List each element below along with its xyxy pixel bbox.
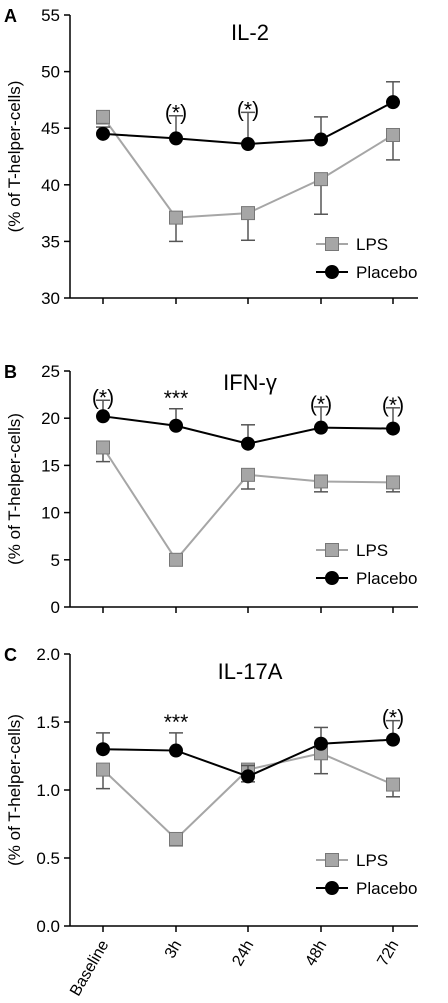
significance-annotation: (*) — [165, 102, 187, 125]
data-point-lps — [241, 467, 255, 482]
y-axis-label: (% of T-helper-cells) — [5, 714, 24, 866]
legend-label: LPS — [356, 235, 388, 254]
data-point-placebo — [169, 743, 183, 758]
y-tick-label: 0 — [51, 598, 60, 617]
legend-marker-placebo — [325, 265, 339, 279]
y-tick-label: 5 — [51, 551, 60, 570]
data-point-lps — [386, 777, 400, 792]
data-point-placebo — [314, 736, 328, 751]
y-tick-label: 2.0 — [36, 645, 60, 664]
data-point-placebo — [386, 95, 400, 110]
legend-label: LPS — [356, 851, 388, 870]
data-point-lps — [169, 210, 183, 225]
x-tick-label: 3h — [162, 938, 186, 962]
chart-title: IFN-γ — [223, 370, 277, 395]
y-tick-label: 35 — [41, 232, 60, 251]
panel-letter: C — [4, 645, 17, 665]
x-tick-label: 72h — [374, 938, 402, 970]
data-point-placebo — [96, 742, 110, 757]
legend-label: Placebo — [356, 879, 417, 898]
data-point-lps — [314, 474, 328, 489]
chart-title: IL-2 — [231, 20, 269, 45]
chart-title: IL-17A — [218, 659, 283, 684]
data-point-placebo — [314, 132, 328, 147]
y-tick-label: 0.0 — [36, 917, 60, 936]
data-point-lps — [241, 206, 255, 221]
data-point-placebo — [169, 418, 183, 433]
significance-annotation: (*) — [382, 394, 404, 417]
y-tick-label: 55 — [41, 6, 60, 25]
y-axis-label: (% of T-helper-cells) — [5, 81, 24, 233]
significance-annotation: (*) — [92, 386, 114, 409]
legend-marker-lps — [325, 853, 339, 867]
data-point-lps — [169, 552, 183, 567]
data-point-lps — [386, 127, 400, 142]
y-tick-label: 10 — [41, 504, 60, 523]
significance-annotation: (*) — [237, 98, 259, 121]
data-point-placebo — [241, 769, 255, 784]
x-tick-label: 48h — [302, 938, 330, 970]
data-point-placebo — [169, 131, 183, 146]
y-tick-label: 45 — [41, 119, 60, 138]
y-tick-label: 15 — [41, 456, 60, 475]
legend-label: Placebo — [356, 569, 417, 588]
significance-annotation: *** — [164, 711, 189, 734]
data-point-lps — [386, 475, 400, 490]
x-tick-label: Baseline — [67, 937, 112, 999]
data-point-placebo — [386, 421, 400, 436]
data-point-lps — [314, 172, 328, 187]
data-point-lps — [96, 762, 110, 777]
legend-marker-placebo — [325, 881, 339, 895]
data-point-placebo — [314, 420, 328, 435]
x-tick-label: 24h — [229, 938, 257, 970]
data-point-placebo — [96, 126, 110, 141]
data-point-placebo — [241, 137, 255, 152]
significance-annotation: (*) — [310, 393, 332, 416]
legend-label: Placebo — [356, 263, 417, 282]
data-point-placebo — [96, 409, 110, 424]
legend-label: LPS — [356, 541, 388, 560]
data-point-lps — [169, 831, 183, 846]
y-axis-label: (% of T-helper-cells) — [5, 413, 24, 565]
legend-marker-lps — [325, 237, 339, 251]
series-line-lps — [102, 446, 394, 562]
significance-annotation: *** — [164, 387, 189, 410]
y-tick-label: 40 — [41, 176, 60, 195]
legend-marker-placebo — [325, 571, 339, 585]
data-point-placebo — [241, 436, 255, 451]
y-tick-label: 1.5 — [36, 713, 60, 732]
legend-marker-lps — [325, 543, 339, 557]
y-tick-label: 0.5 — [36, 849, 60, 868]
panel-letter: A — [4, 6, 17, 26]
y-tick-label: 30 — [41, 289, 60, 308]
significance-annotation: (*) — [382, 707, 404, 730]
panel-letter: B — [4, 362, 17, 382]
y-tick-label: 25 — [41, 362, 60, 381]
y-tick-label: 50 — [41, 63, 60, 82]
data-point-lps — [96, 440, 110, 455]
y-tick-label: 20 — [41, 409, 60, 428]
data-point-placebo — [386, 732, 400, 747]
data-point-lps — [96, 109, 110, 124]
y-tick-label: 1.0 — [36, 781, 60, 800]
